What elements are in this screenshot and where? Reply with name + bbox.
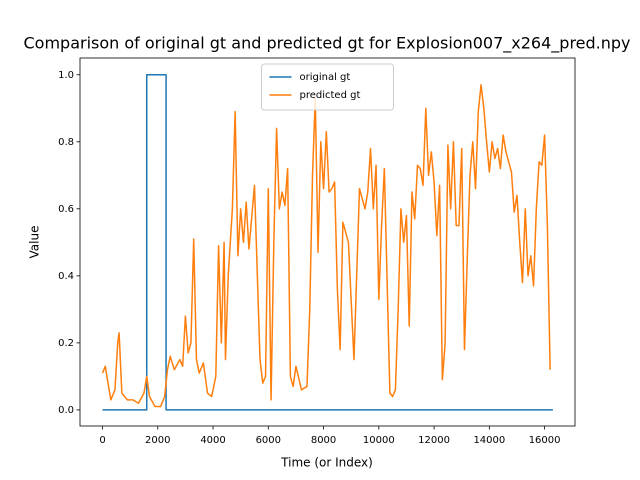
plot-frame <box>79 57 576 427</box>
y-tick-label: 0.4 <box>58 271 74 282</box>
y-tick-label: 0.0 <box>58 405 74 416</box>
x-tick-label: 0 <box>99 435 105 446</box>
y-tick-label: 0.8 <box>58 137 74 148</box>
y-tick-label: 1.0 <box>58 70 74 81</box>
x-tick-label: 6000 <box>256 435 281 446</box>
legend-label: original gt <box>300 72 351 83</box>
data-line <box>102 74 553 411</box>
y-axis-label: Value <box>28 226 42 259</box>
y-tick-label: 0.2 <box>58 338 74 349</box>
chart-title: Comparison of original gt and predicted … <box>23 34 630 54</box>
x-tick-label: 12000 <box>418 435 450 446</box>
y-tick-label: 0.6 <box>58 204 74 215</box>
x-tick-label: 14000 <box>473 435 505 446</box>
x-axis-label: Time (or Index) <box>280 456 373 470</box>
x-tick-label: 8000 <box>311 435 336 446</box>
legend-box <box>261 63 394 111</box>
x-tick-label: 16000 <box>529 435 561 446</box>
x-tick-label: 2000 <box>145 435 170 446</box>
x-tick-label: 4000 <box>200 435 225 446</box>
legend-label: predicted gt <box>300 90 361 101</box>
data-line <box>101 84 551 408</box>
x-tick-label: 10000 <box>363 435 395 446</box>
